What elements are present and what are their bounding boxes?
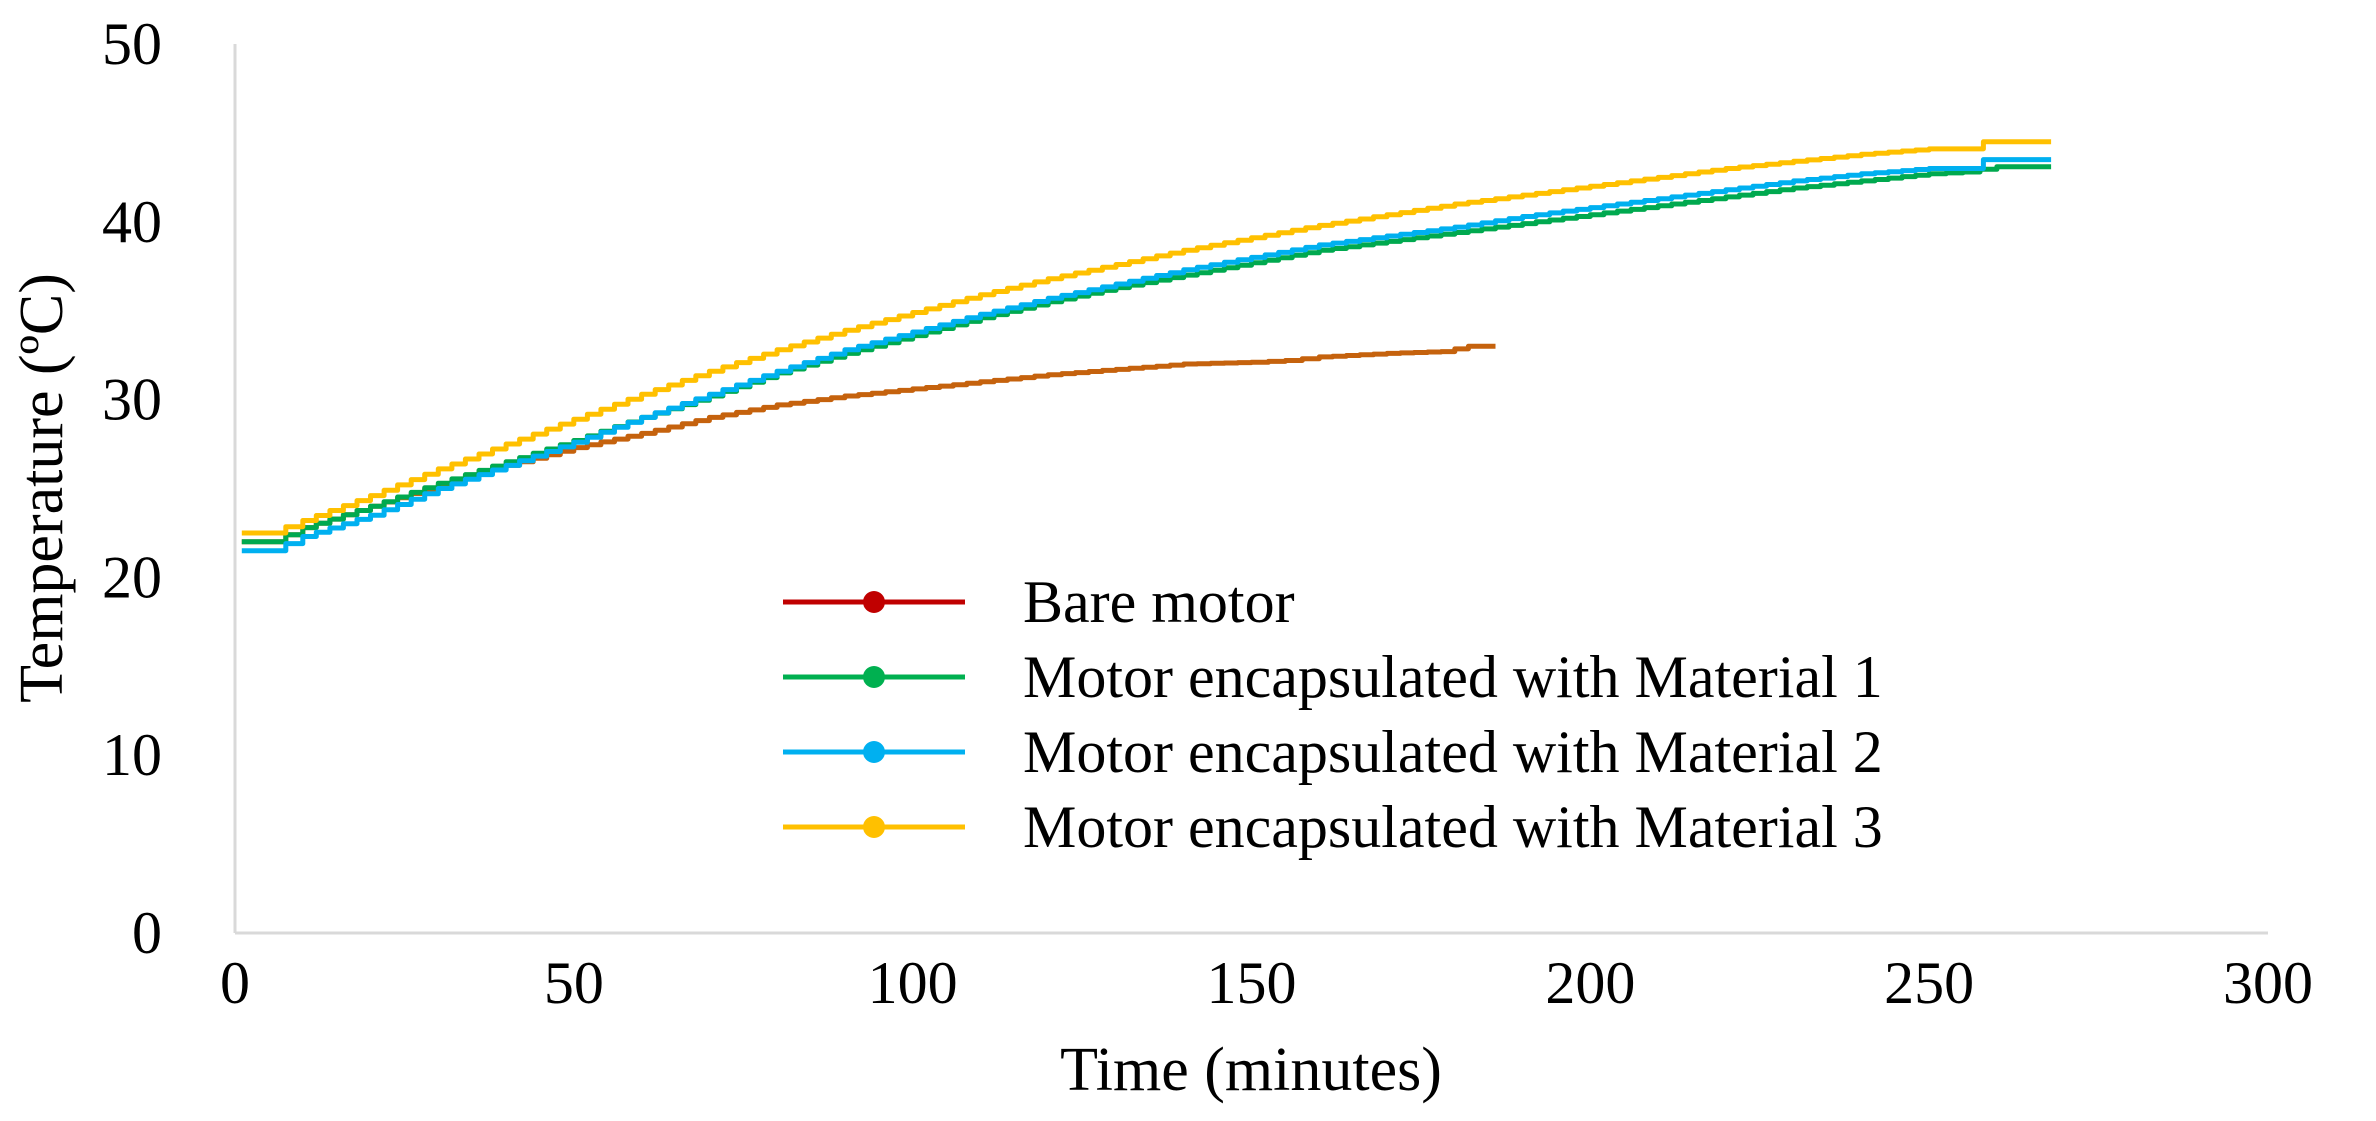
- y-tick-labels: 0 10 20 30 40 50: [102, 11, 162, 966]
- x-tick-label: 50: [544, 950, 604, 1016]
- x-tick-label: 250: [1884, 950, 1974, 1016]
- legend-marker: [863, 666, 885, 688]
- series-line-2: [241, 164, 2052, 545]
- x-axis-title: Time (minutes): [1060, 1036, 1442, 1104]
- legend: Bare motor Motor encapsulated with Materi…: [783, 569, 1883, 860]
- legend-label: Motor encapsulated with Material 2: [1023, 719, 1883, 785]
- y-tick-label: 40: [102, 189, 162, 255]
- x-tick-label: 0: [220, 950, 250, 1016]
- y-axis-title: Temperature (ºC): [8, 273, 76, 703]
- legend-marker: [863, 741, 885, 763]
- x-tick-label: 100: [868, 950, 958, 1016]
- legend-marker: [863, 816, 885, 838]
- y-tick-label: 10: [102, 722, 162, 788]
- legend-label: Motor encapsulated with Material 1: [1023, 644, 1883, 710]
- x-tick-label: 200: [1545, 950, 1635, 1016]
- series-line-1: [241, 343, 1496, 545]
- x-tick-labels: 0 50 100 150 200 250 300: [220, 950, 2313, 1016]
- legend-marker: [863, 591, 885, 613]
- series-line-4: [241, 139, 2052, 536]
- y-tick-label: 50: [102, 11, 162, 77]
- y-tick-label: 0: [132, 900, 162, 966]
- x-tick-label: 300: [2223, 950, 2313, 1016]
- y-tick-label: 30: [102, 367, 162, 433]
- axes: [233, 44, 2268, 935]
- legend-label: Bare motor: [1023, 569, 1295, 635]
- series-line-3: [241, 157, 2052, 554]
- x-tick-label: 150: [1207, 950, 1297, 1016]
- y-tick-label: 20: [102, 544, 162, 610]
- series-lines: [241, 139, 2052, 554]
- legend-label: Motor encapsulated with Material 3: [1023, 794, 1883, 860]
